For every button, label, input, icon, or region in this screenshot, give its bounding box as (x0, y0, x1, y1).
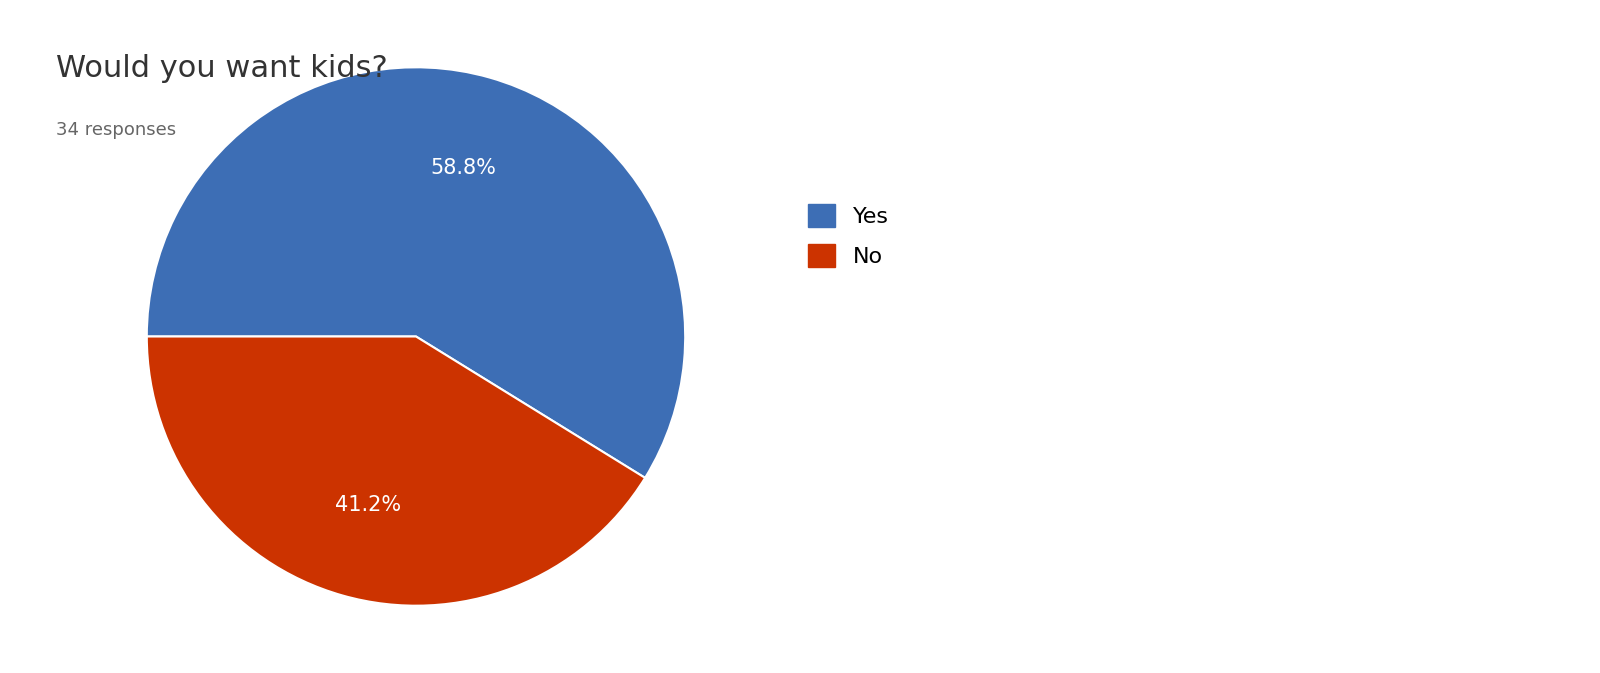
Text: 58.8%: 58.8% (430, 158, 496, 178)
Wedge shape (147, 67, 685, 478)
Wedge shape (147, 336, 645, 606)
Text: 41.2%: 41.2% (334, 495, 402, 515)
Legend: Yes, No: Yes, No (797, 192, 899, 279)
Text: Would you want kids?: Would you want kids? (56, 54, 387, 83)
Text: 34 responses: 34 responses (56, 121, 176, 139)
